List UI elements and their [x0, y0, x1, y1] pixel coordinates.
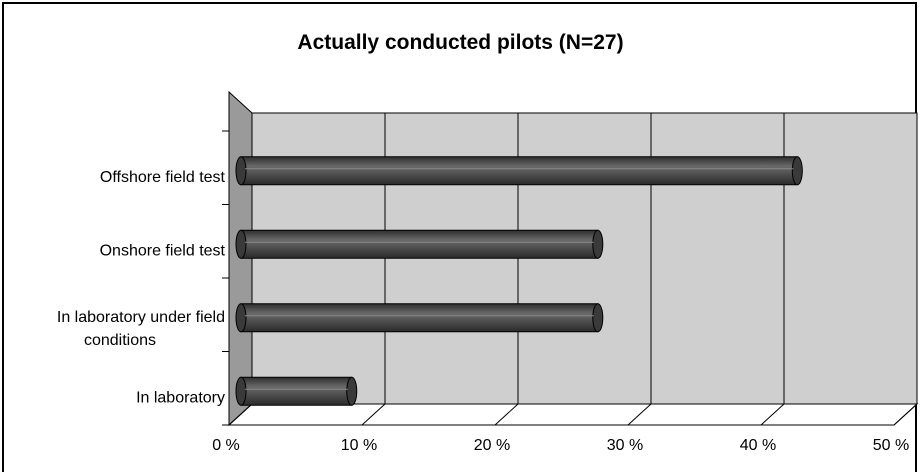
- x-tick-label: 20 %: [474, 437, 510, 454]
- bar-body: [240, 376, 353, 406]
- floor-gridline: [760, 403, 785, 426]
- bar-end-cap: [346, 376, 358, 406]
- x-tick-label: 30 %: [607, 437, 643, 454]
- floor-gridline: [893, 403, 918, 426]
- bar: [235, 156, 803, 186]
- category-label: Onshore field test: [100, 242, 226, 259]
- chart-floor: [227, 403, 919, 426]
- category-label-line: conditions: [84, 332, 156, 349]
- bar-start-cap: [235, 376, 247, 406]
- category-label: In laboratory: [136, 389, 225, 406]
- floor-gridline: [228, 403, 253, 426]
- x-tick-label: 0 %: [212, 437, 240, 454]
- x-tick-label: 40 %: [740, 437, 776, 454]
- bar: [235, 376, 358, 406]
- bar-end-cap: [791, 156, 803, 186]
- bar-body: [240, 229, 599, 259]
- bar-start-cap: [235, 229, 247, 259]
- x-tick-label: 50 %: [873, 437, 909, 454]
- floor-gridline: [361, 403, 386, 426]
- category-label: Offshore field test: [100, 169, 226, 186]
- bar: [235, 303, 604, 333]
- bar-start-cap: [235, 303, 247, 333]
- category-label: In laboratory under field conditions: [57, 309, 225, 349]
- bar-end-cap: [592, 303, 604, 333]
- bar-body: [240, 303, 599, 333]
- floor-gridline: [494, 403, 519, 426]
- floor-gridline: [627, 403, 652, 426]
- bar-end-cap: [592, 229, 604, 259]
- category-label-line: In laboratory under field: [57, 309, 225, 326]
- x-tick-label: 10 %: [341, 437, 377, 454]
- bar-start-cap: [235, 156, 247, 186]
- bar: [235, 229, 604, 259]
- chart-title: Actually conducted pilots (N=27): [297, 31, 624, 54]
- bar-body: [240, 156, 798, 186]
